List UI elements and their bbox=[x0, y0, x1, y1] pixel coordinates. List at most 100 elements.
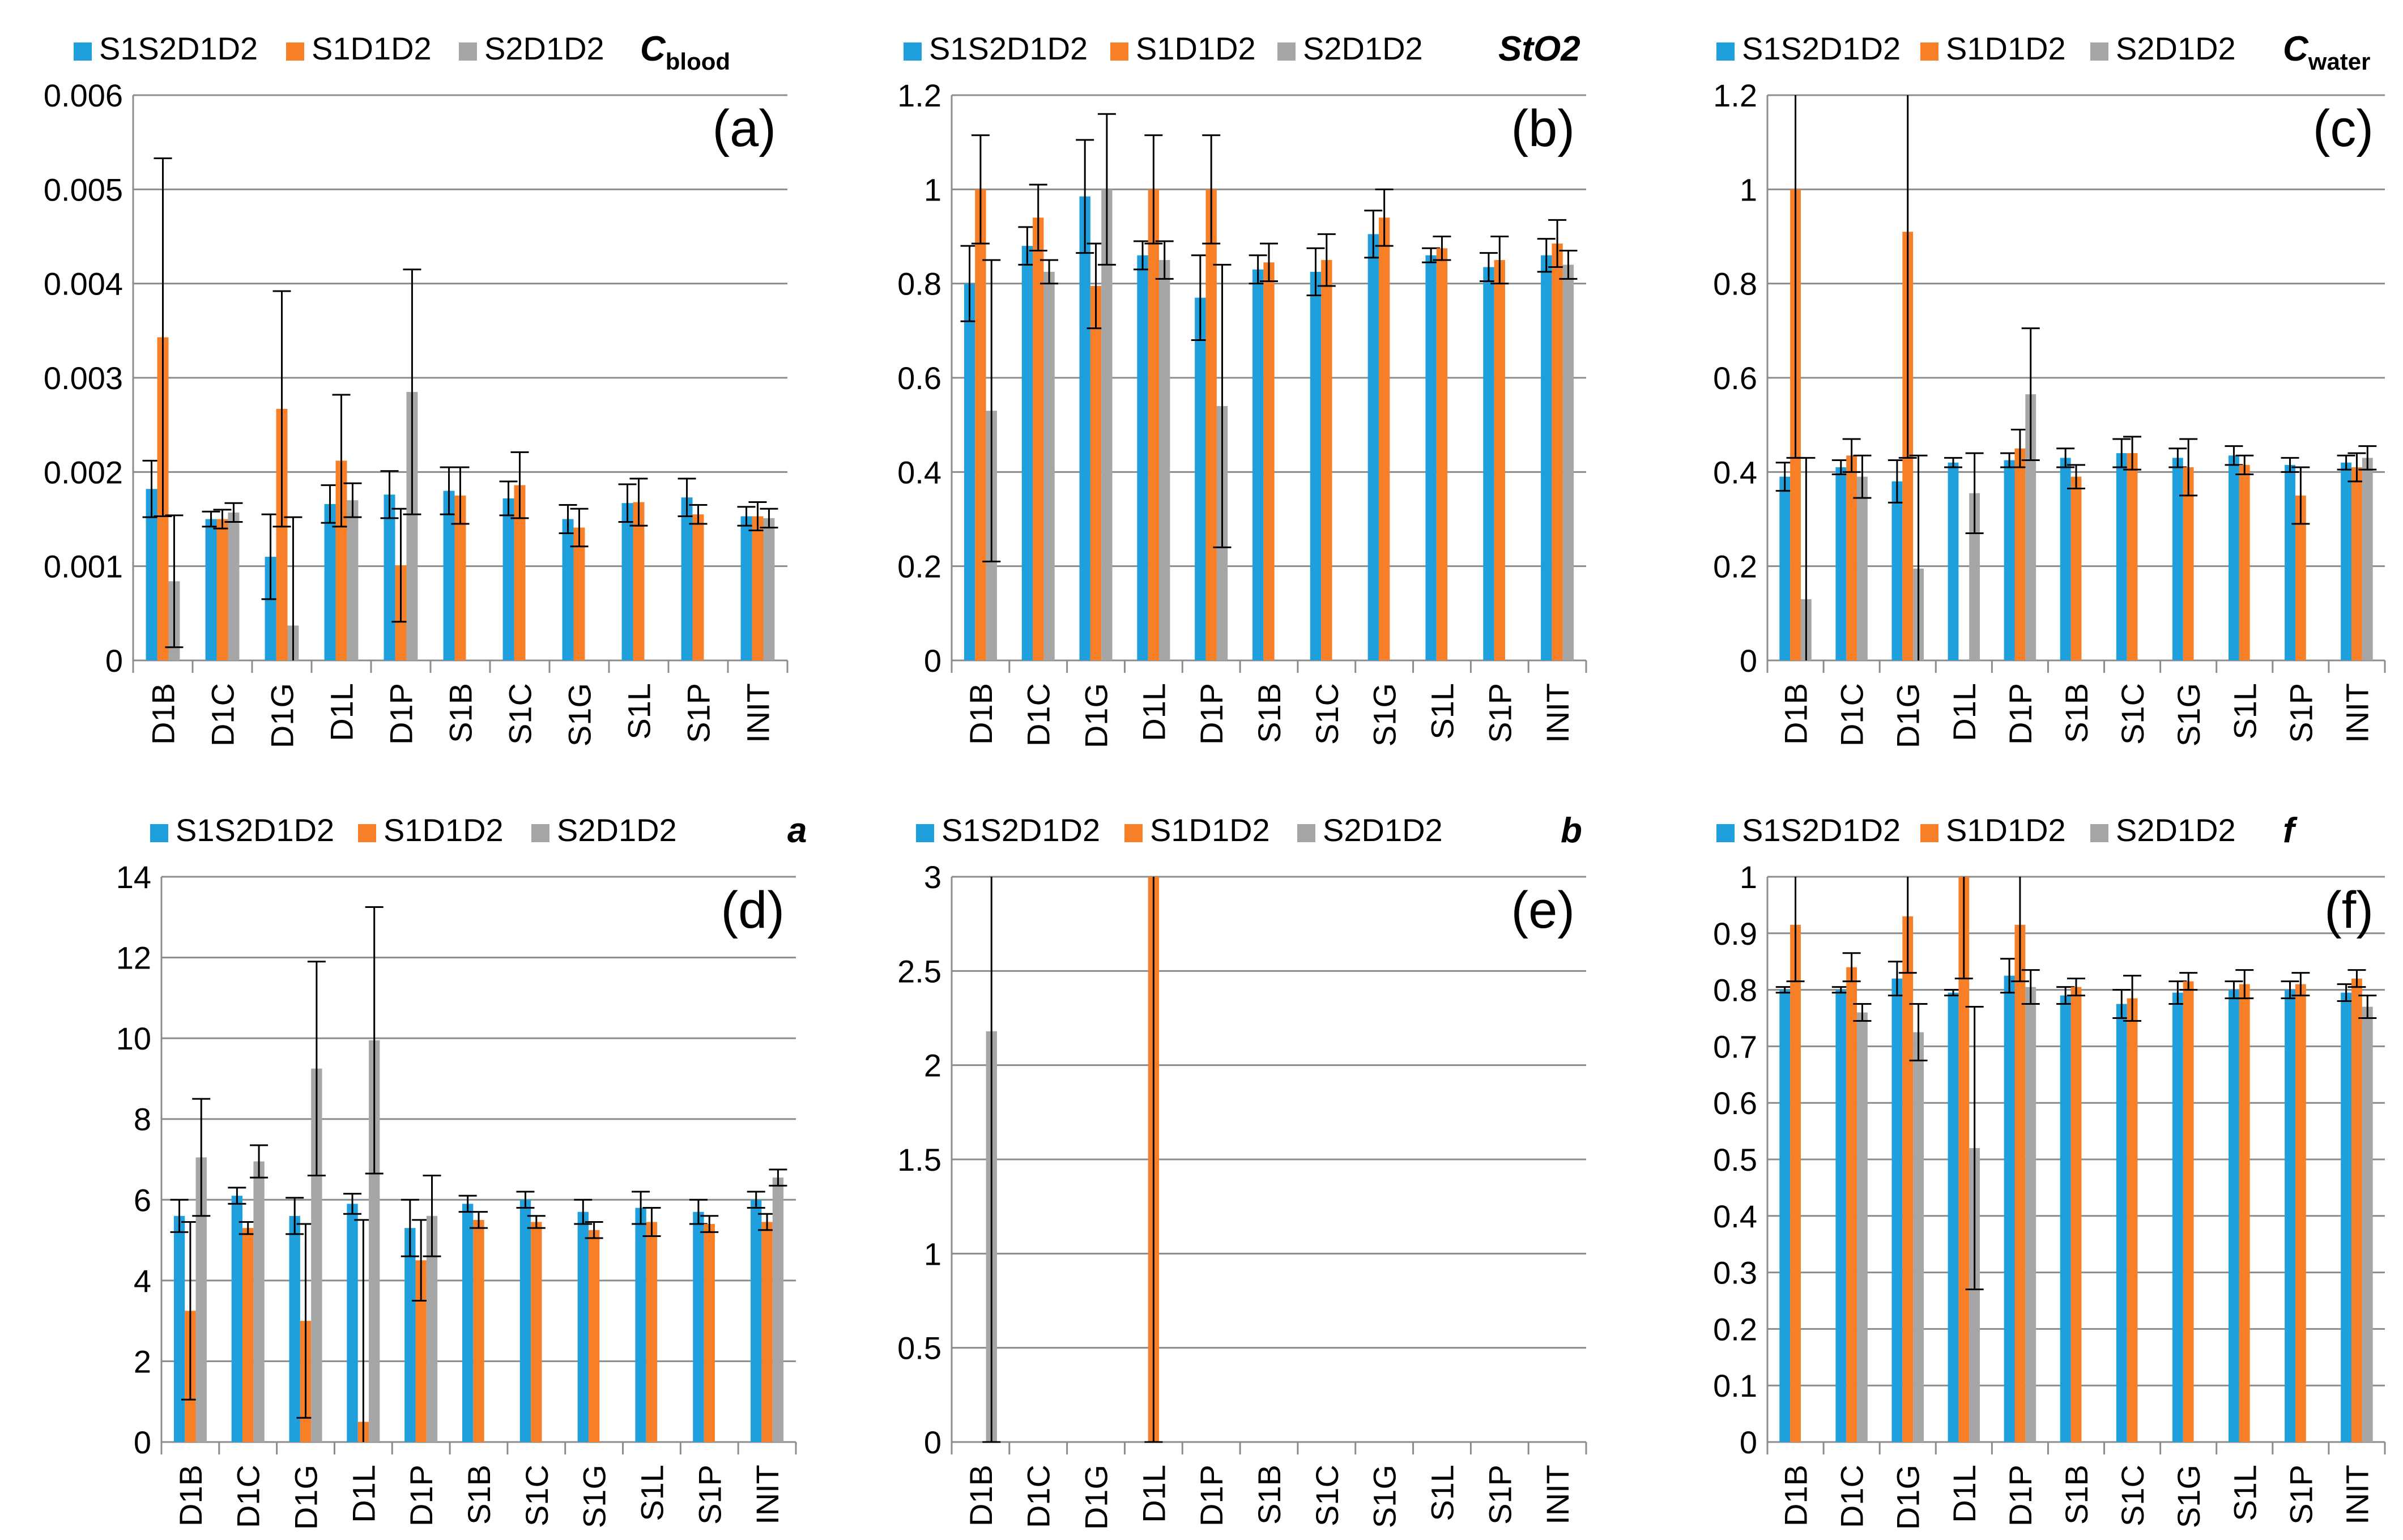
bar-s1s2d1d2 bbox=[964, 283, 975, 661]
bar-s1s2d1d2 bbox=[231, 1196, 243, 1442]
bar-s1s2d1d2 bbox=[562, 519, 574, 660]
legend-label: S1D1D2 bbox=[1946, 812, 2066, 848]
x-tick-label: D1B bbox=[963, 1465, 999, 1526]
bar-s1d1d2 bbox=[1378, 217, 1390, 660]
x-tick-label: D1P bbox=[2002, 1465, 2038, 1526]
bar-s1d1d2 bbox=[633, 502, 645, 660]
legend-swatch bbox=[1297, 824, 1315, 842]
x-tick-label: D1C bbox=[231, 1465, 266, 1528]
legend-label: S2D1D2 bbox=[1303, 31, 1423, 66]
bar-s1s2d1d2 bbox=[740, 516, 752, 660]
y-tick-label: 0.4 bbox=[897, 454, 941, 490]
bar-s1d1d2 bbox=[1033, 217, 1044, 660]
bar-s1d1d2 bbox=[692, 514, 704, 660]
x-tick-label: D1B bbox=[146, 683, 181, 745]
bar-s1d1d2 bbox=[1902, 916, 1914, 1442]
x-tick-label: S1C bbox=[519, 1465, 555, 1526]
bar-s1s2d1d2 bbox=[289, 1215, 300, 1442]
x-tick-label: S1C bbox=[1309, 683, 1345, 745]
y-tick-label: 0.003 bbox=[44, 360, 123, 396]
chart-panel-c: 0 0.2 0.4 0.6 0.8 1 1.2 D1B D1C D1G D1L D1P S1B S1C S1… bbox=[1713, 29, 2386, 748]
legend-swatch bbox=[358, 824, 376, 842]
legend-swatch bbox=[1277, 42, 1296, 61]
legend-swatch bbox=[2090, 42, 2108, 61]
bar-s1d1d2 bbox=[1263, 262, 1275, 660]
x-tick-label: INIT bbox=[749, 1465, 785, 1525]
bar-s2d1d2 bbox=[311, 1068, 322, 1442]
bar-s1s2d1d2 bbox=[1137, 255, 1148, 660]
legend-label: S1S2D1D2 bbox=[176, 812, 334, 848]
y-tick-label: 3 bbox=[924, 859, 941, 895]
y-tick-label: 0.6 bbox=[1713, 360, 1757, 396]
legend-label: S1D1D2 bbox=[1150, 812, 1270, 848]
bar-s1d1d2 bbox=[975, 189, 986, 660]
bar-s2d1d2 bbox=[1562, 265, 1574, 660]
parameter-label: StO2 bbox=[1498, 29, 1580, 69]
x-tick-label: D1G bbox=[288, 1465, 324, 1530]
legend-label: S1D1D2 bbox=[1136, 31, 1256, 66]
bar-s1d1d2 bbox=[1436, 248, 1448, 661]
bar-s2d1d2 bbox=[406, 391, 418, 660]
x-tick-label: S1P bbox=[681, 683, 717, 743]
bar-s1s2d1d2 bbox=[443, 490, 455, 660]
legend-label: S2D1D2 bbox=[1323, 812, 1443, 848]
bar-s1s2d1d2 bbox=[1779, 989, 1791, 1442]
parameter-label: Cblood bbox=[640, 29, 730, 75]
y-tick-label: 2.5 bbox=[897, 953, 941, 989]
x-tick-label: S1B bbox=[2059, 1465, 2094, 1525]
x-tick-label: D1P bbox=[1194, 683, 1229, 745]
x-tick-label: D1C bbox=[1834, 1465, 1870, 1528]
y-tick-label: 1 bbox=[924, 172, 941, 207]
bar-s1d1d2 bbox=[1494, 260, 1505, 660]
x-tick-label: S1C bbox=[2115, 683, 2150, 745]
y-tick-label: 0.005 bbox=[44, 172, 123, 207]
x-tick-label: D1P bbox=[1194, 1465, 1229, 1526]
y-tick-label: 1.5 bbox=[897, 1142, 941, 1178]
panel-label: (b) bbox=[1511, 100, 1575, 157]
bar-s1s2d1d2 bbox=[502, 498, 514, 660]
bar-s1d1d2 bbox=[1790, 924, 1801, 1442]
chart-panel-e: 0 0.5 1 1.5 2 2.5 3 D1B D1C D1G D1L D1P S1B S1C S1G S1L… bbox=[897, 811, 1587, 1530]
y-tick-label: 0.5 bbox=[897, 1330, 941, 1366]
x-tick-label: S1P bbox=[2283, 1465, 2319, 1525]
y-tick-label: 14 bbox=[116, 859, 151, 895]
y-tick-label: 6 bbox=[134, 1182, 151, 1218]
y-tick-label: 0.9 bbox=[1713, 916, 1757, 952]
y-tick-label: 0.2 bbox=[897, 549, 941, 585]
x-tick-label: D1P bbox=[403, 1465, 439, 1526]
y-tick-label: 0.4 bbox=[1713, 454, 1757, 490]
bar-s1s2d1d2 bbox=[1891, 481, 1903, 660]
x-tick-label: INIT bbox=[2339, 1465, 2375, 1525]
bar-s1d1d2 bbox=[473, 1219, 484, 1442]
legend-label: S1D1D2 bbox=[312, 31, 432, 66]
bar-s2d1d2 bbox=[1857, 1012, 1868, 1442]
x-tick-label: S1P bbox=[1482, 1465, 1518, 1525]
bar-s1s2d1d2 bbox=[2004, 975, 2015, 1442]
y-tick-label: 1 bbox=[924, 1236, 941, 1272]
x-tick-label: D1C bbox=[205, 683, 241, 746]
bar-s1d1d2 bbox=[588, 1230, 600, 1442]
legend-swatch bbox=[531, 824, 549, 842]
legend-swatch bbox=[916, 824, 934, 842]
x-tick-label: S1G bbox=[2171, 1465, 2206, 1528]
bar-s1d1d2 bbox=[1552, 243, 1563, 661]
y-tick-label: 0.2 bbox=[1713, 1311, 1757, 1347]
parameter-label: Cwater bbox=[2283, 29, 2371, 75]
bar-s1s2d1d2 bbox=[146, 489, 157, 660]
bar-s1d1d2 bbox=[2070, 476, 2082, 660]
bar-s1d1d2 bbox=[242, 1228, 254, 1442]
x-tick-label: S1B bbox=[443, 683, 479, 743]
legend-label: S2D1D2 bbox=[557, 812, 677, 848]
bar-s1s2d1d2 bbox=[2285, 989, 2295, 1442]
x-tick-label: D1C bbox=[1834, 683, 1870, 746]
y-tick-label: 0 bbox=[924, 1424, 941, 1460]
y-tick-label: 4 bbox=[134, 1263, 151, 1299]
bar-s1s2d1d2 bbox=[2060, 995, 2071, 1442]
x-tick-label: INIT bbox=[1540, 683, 1575, 743]
bar-s1s2d1d2 bbox=[1483, 267, 1494, 660]
chart-panel-a: 0 0.001 0.002 0.003 0.004 0.005 0.006 D1B D1C D1G… bbox=[44, 29, 789, 748]
bar-s1d1d2 bbox=[704, 1224, 715, 1442]
bar-s1d1d2 bbox=[2070, 987, 2082, 1442]
legend-swatch bbox=[1920, 42, 1938, 61]
bar-s1s2d1d2 bbox=[1195, 297, 1206, 660]
